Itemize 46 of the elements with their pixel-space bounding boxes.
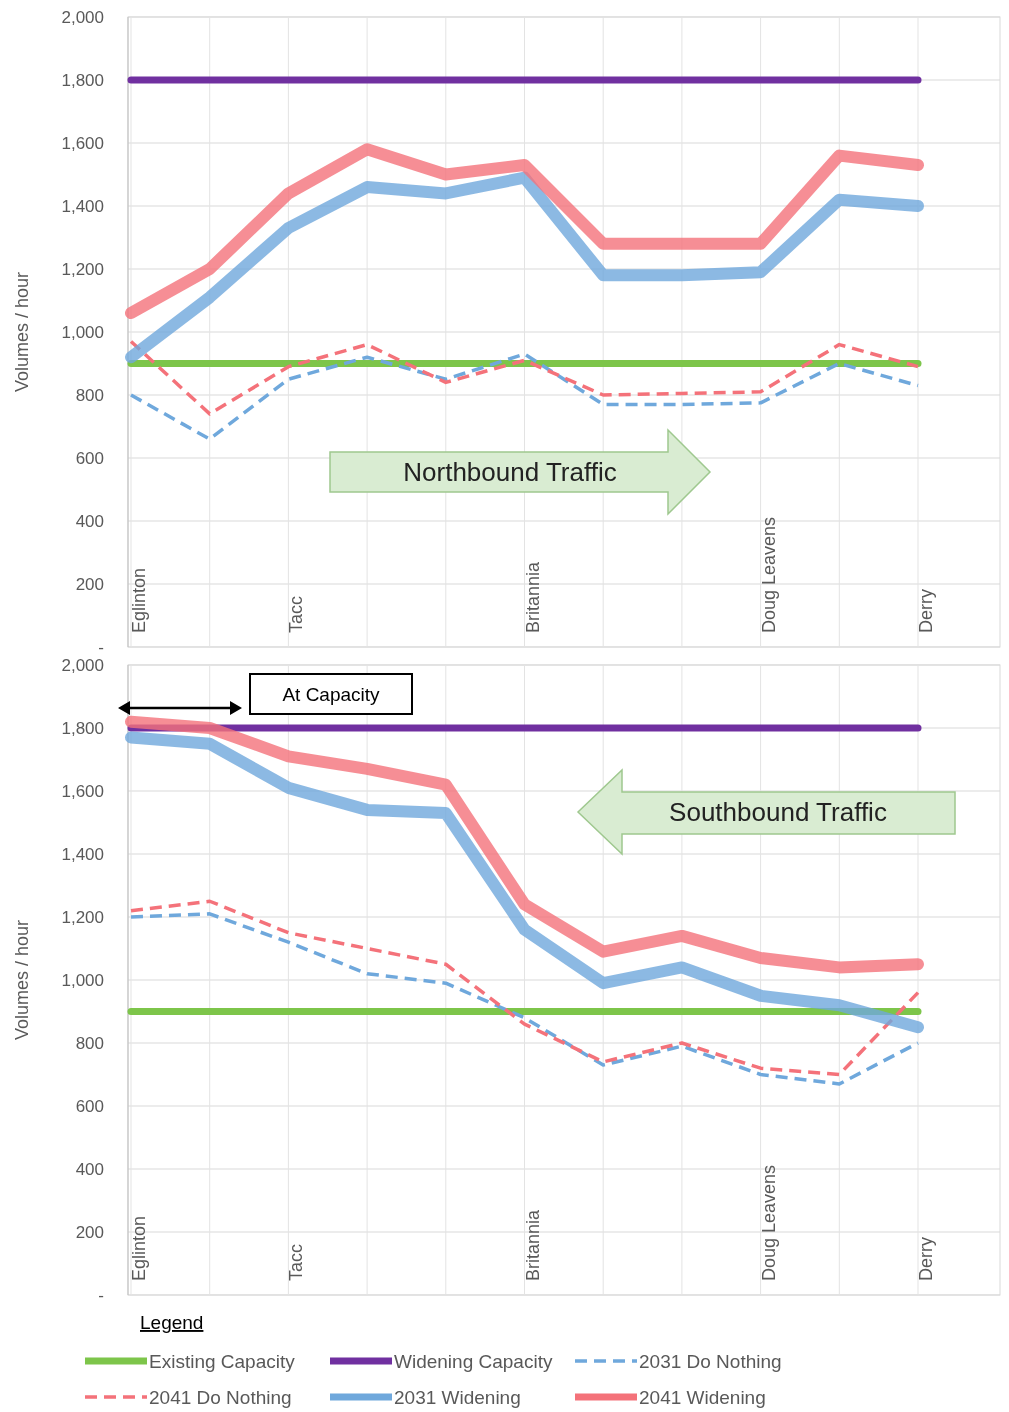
x-tick-label: Tacc bbox=[286, 595, 307, 633]
legend-label: 2041 Widening bbox=[639, 1386, 766, 1408]
y-tick-label: 1,800 bbox=[61, 718, 104, 738]
y-tick-label: 1,000 bbox=[61, 322, 104, 342]
legend-title: Legend bbox=[140, 1312, 204, 1333]
x-tick-label: Derry bbox=[916, 589, 936, 633]
x-tick-label: Eglinton bbox=[129, 1215, 149, 1281]
y-tick-label: 1,400 bbox=[61, 844, 104, 864]
line-series bbox=[129, 339, 920, 416]
x-tick-label: Britannia bbox=[522, 560, 543, 633]
legend-label: 2031 Widening bbox=[394, 1386, 521, 1408]
annotation: Southbound Traffic bbox=[669, 797, 887, 828]
y-tick-label: 200 bbox=[75, 574, 104, 594]
y-tick-label: 400 bbox=[75, 1159, 104, 1179]
y-tick-label: 1,400 bbox=[61, 196, 104, 216]
legend-label: 2031 Do Nothing bbox=[639, 1350, 782, 1372]
y-tick-label: 600 bbox=[75, 448, 104, 468]
x-tick-label: Derry bbox=[916, 1237, 936, 1281]
legend-label: Existing Capacity bbox=[149, 1350, 296, 1372]
x-tick-label: Doug Leavens bbox=[758, 1164, 779, 1281]
y-tick-label: 1,800 bbox=[61, 70, 104, 90]
y-tick-label: 800 bbox=[75, 385, 104, 405]
y-tick-label: 1,200 bbox=[61, 907, 104, 927]
y-tick-label: 400 bbox=[75, 511, 104, 531]
y-tick-label: 2,000 bbox=[61, 7, 104, 27]
y-tick-label: - bbox=[98, 1285, 104, 1305]
y-axis-title: Volumes / hour bbox=[12, 271, 32, 393]
y-tick-label: 1,600 bbox=[61, 781, 104, 801]
y-tick-label: 200 bbox=[75, 1222, 104, 1242]
line-series bbox=[129, 352, 920, 441]
x-tick-label: Britannia bbox=[522, 1208, 543, 1281]
legend-label: Widening Capacity bbox=[394, 1350, 553, 1372]
y-axis-title: Volumes / hour bbox=[12, 919, 32, 1041]
annotation: Northbound Traffic bbox=[403, 457, 617, 488]
y-tick-label: 1,200 bbox=[61, 259, 104, 279]
annotation: At Capacity bbox=[282, 683, 381, 705]
legend-label: 2041 Do Nothing bbox=[149, 1386, 292, 1408]
y-tick-label: 800 bbox=[75, 1033, 104, 1053]
x-tick-label: Eglinton bbox=[129, 567, 149, 633]
y-tick-label: 2,000 bbox=[61, 655, 104, 675]
y-tick-label: 1,000 bbox=[61, 970, 104, 990]
y-tick-label: - bbox=[98, 637, 104, 657]
y-tick-label: 1,600 bbox=[61, 133, 104, 153]
x-tick-label: Doug Leavens bbox=[758, 516, 779, 633]
x-tick-label: Tacc bbox=[286, 1243, 307, 1281]
y-tick-label: 600 bbox=[75, 1096, 104, 1116]
